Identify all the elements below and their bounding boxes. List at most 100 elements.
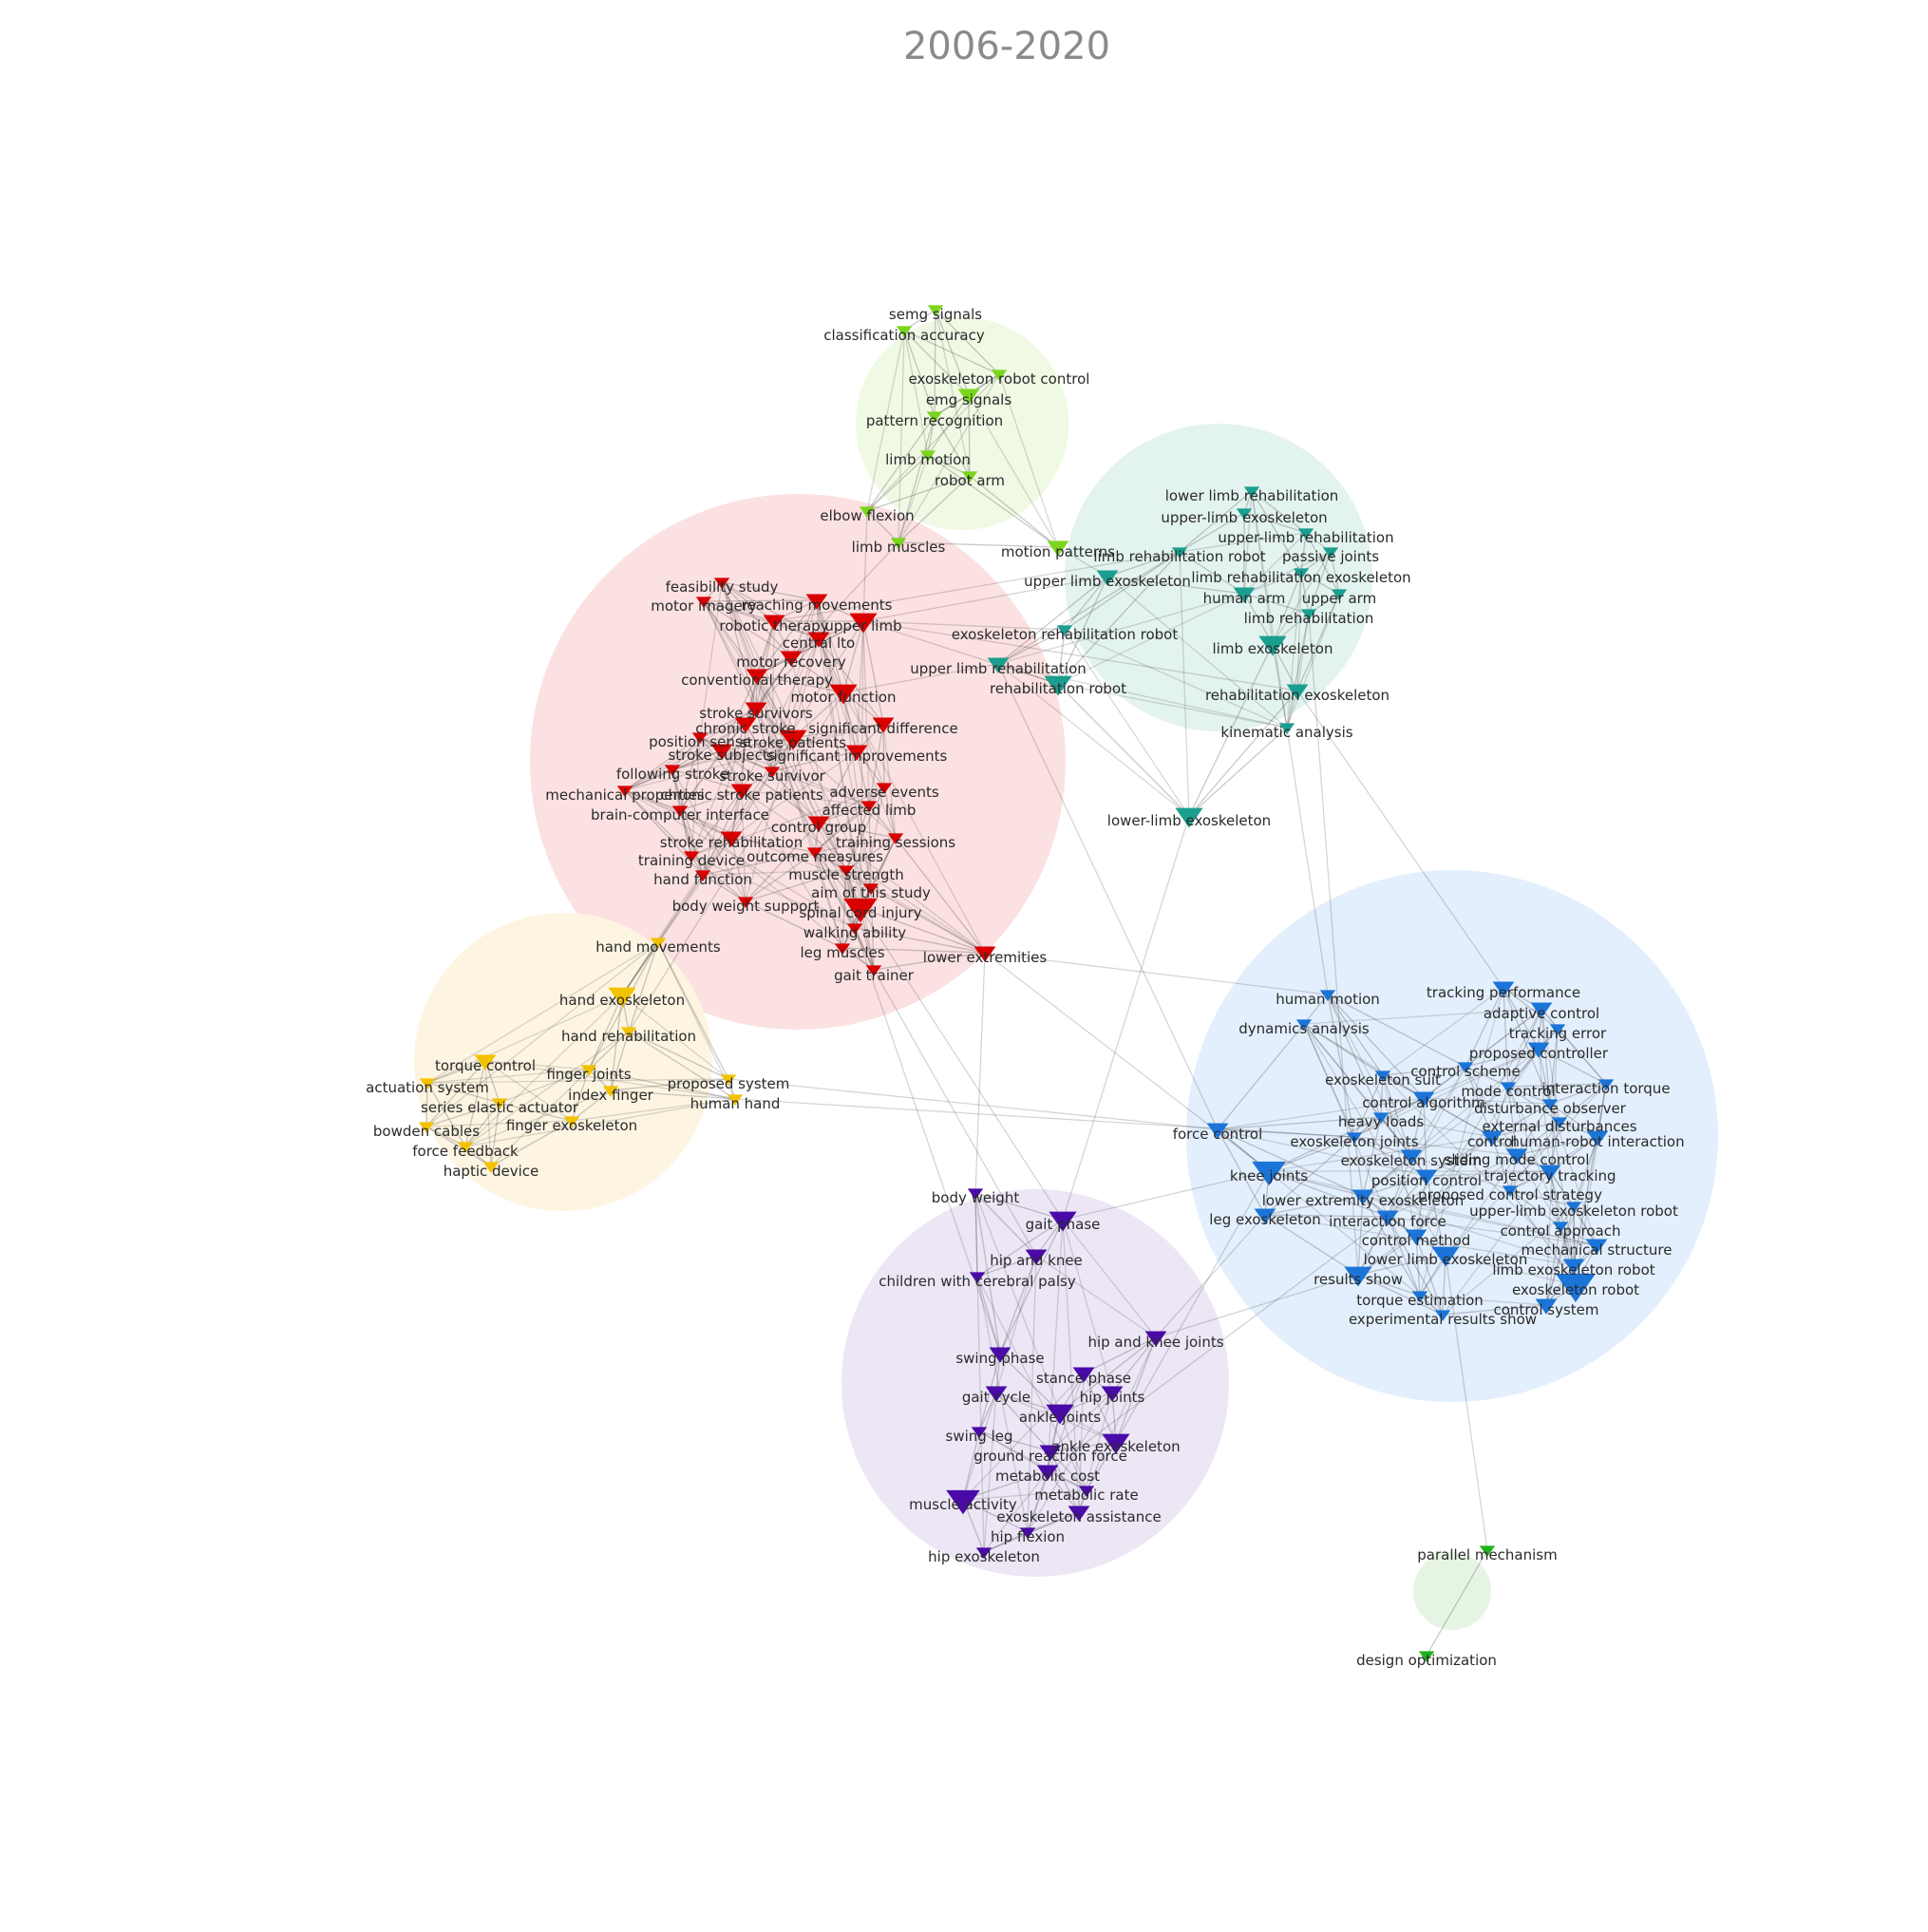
node-marker-exoskeleton-suit[interactable]: [1374, 1070, 1391, 1083]
node-marker-significant-difference[interactable]: [872, 717, 895, 733]
node-marker-control-approach[interactable]: [1552, 1222, 1569, 1234]
node-marker-torque-control[interactable]: [474, 1054, 497, 1070]
node-marker-outcome-measures[interactable]: [806, 847, 823, 860]
node-marker-human-motion[interactable]: [1319, 990, 1336, 1002]
node-marker-series-elastic-actuator[interactable]: [491, 1098, 508, 1110]
node-marker-motor-imagery[interactable]: [695, 597, 712, 609]
node-marker-affected-limb[interactable]: [860, 801, 878, 813]
node-marker-hand-rehabilitation[interactable]: [620, 1027, 637, 1039]
node-marker-proposed-system[interactable]: [720, 1074, 737, 1087]
node-marker-human-robot-interaction[interactable]: [1586, 1130, 1609, 1146]
node-marker-conventional-therapy[interactable]: [746, 669, 768, 685]
node-marker-position-control[interactable]: [1415, 1169, 1438, 1185]
node-marker-exoskeleton-joints[interactable]: [1346, 1132, 1363, 1145]
node-marker-position-sense[interactable]: [691, 732, 709, 745]
node-marker-limb-motion[interactable]: [919, 450, 936, 463]
node-marker-proposed-control-strategy[interactable]: [1502, 1185, 1519, 1198]
node-marker-brain-computer-interface[interactable]: [671, 805, 689, 818]
node-marker-central-lto[interactable]: [807, 632, 830, 648]
node-marker-interaction-force[interactable]: [1376, 1210, 1399, 1226]
node-marker-hip-exoskeleton[interactable]: [975, 1547, 992, 1560]
node-marker-limb-rehabilitation-robot[interactable]: [1171, 547, 1188, 559]
node-marker-hand-function[interactable]: [694, 870, 711, 882]
node-marker-muscle-activity[interactable]: [946, 1489, 980, 1515]
node-marker-stroke-rehabilitation[interactable]: [720, 831, 743, 847]
node-marker-exoskeleton-robot[interactable]: [1556, 1274, 1596, 1302]
node-marker-torque-estimation[interactable]: [1411, 1291, 1428, 1303]
node-marker-significant-improvements[interactable]: [845, 745, 868, 761]
node-marker-stroke-patients[interactable]: [779, 729, 807, 750]
node-marker-pattern-recognition[interactable]: [926, 411, 943, 424]
node-marker-interaction-torque[interactable]: [1597, 1079, 1615, 1091]
node-marker-rehabilitation-exoskeleton[interactable]: [1286, 684, 1309, 700]
node-marker-muscle-strength[interactable]: [838, 865, 855, 878]
node-marker-proposed-controller[interactable]: [1527, 1042, 1550, 1058]
node-marker-gait-trainer[interactable]: [865, 965, 882, 977]
node-marker-upper-arm[interactable]: [1331, 589, 1348, 601]
node-marker-ankle-joints[interactable]: [1046, 1404, 1074, 1425]
node-marker-upper-limb-rehabilitation[interactable]: [987, 657, 1010, 673]
node-marker-chronic-stroke-patients[interactable]: [730, 784, 753, 800]
node-marker-control-algorithm[interactable]: [1412, 1091, 1435, 1108]
node-marker-force-feedback[interactable]: [457, 1142, 474, 1154]
node-marker-classification-accuracy[interactable]: [896, 326, 913, 338]
node-marker-reaching-movements[interactable]: [805, 594, 828, 610]
node-marker-adverse-events[interactable]: [876, 783, 893, 795]
node-marker-spinal-cord-injury[interactable]: [843, 898, 878, 923]
node-marker-stroke-survivors[interactable]: [745, 702, 767, 718]
node-marker-mechanical-structure[interactable]: [1585, 1239, 1608, 1255]
node-marker-control-system[interactable]: [1535, 1298, 1558, 1315]
node-marker-ankle-exoskeleton[interactable]: [1102, 1433, 1130, 1454]
node-marker-lower-limb-rehabilitation[interactable]: [1243, 486, 1260, 499]
node-marker-upper-limb-exoskeleton[interactable]: [1096, 570, 1119, 586]
node-marker-finger-joints[interactable]: [580, 1065, 597, 1077]
node-marker-force-control[interactable]: [1206, 1123, 1229, 1139]
node-marker-exoskeleton-rehabilitation-robot[interactable]: [1056, 625, 1073, 637]
node-marker-stroke-subjects[interactable]: [710, 744, 733, 760]
node-marker-experimental-results-show[interactable]: [1434, 1310, 1451, 1322]
node-marker-dynamics-analysis[interactable]: [1295, 1019, 1313, 1032]
node-marker-control-group[interactable]: [807, 816, 830, 832]
node-marker-gait-cycle[interactable]: [985, 1386, 1008, 1402]
node-marker-swing-phase[interactable]: [989, 1347, 1011, 1363]
node-marker-gait-phase[interactable]: [1049, 1211, 1077, 1232]
node-marker-children-with-cerebral-palsy[interactable]: [969, 1272, 986, 1284]
node-marker-external-disturbances[interactable]: [1551, 1117, 1568, 1129]
node-marker-hand-exoskeleton[interactable]: [608, 987, 636, 1008]
node-marker-leg-exoskeleton[interactable]: [1254, 1208, 1276, 1224]
node-marker-trajectory-tracking[interactable]: [1539, 1165, 1561, 1181]
node-marker-index-finger[interactable]: [602, 1086, 619, 1098]
node-marker-tracking-performance[interactable]: [1492, 981, 1515, 997]
node-marker-robot-arm[interactable]: [961, 471, 978, 483]
node-marker-semg-signals[interactable]: [927, 305, 944, 317]
node-marker-hip-and-knee-joints[interactable]: [1144, 1331, 1167, 1347]
node-marker-rehabilitation-robot[interactable]: [1044, 675, 1072, 696]
node-marker-upper-limb-exoskeleton[interactable]: [1236, 508, 1253, 521]
node-marker-stroke-survivor[interactable]: [764, 767, 781, 779]
node-marker-design-optimization[interactable]: [1418, 1651, 1435, 1663]
node-marker-finger-exoskeleton[interactable]: [563, 1116, 580, 1128]
node-marker-metabolic-rate[interactable]: [1078, 1486, 1095, 1498]
node-marker-swing-leg[interactable]: [971, 1427, 988, 1439]
node-marker-knee-joints[interactable]: [1252, 1161, 1286, 1186]
node-marker-ground-reaction-force[interactable]: [1039, 1445, 1062, 1461]
node-marker-following-stroke[interactable]: [664, 765, 681, 777]
node-marker-lower-limb-exoskeleton[interactable]: [1431, 1246, 1460, 1267]
node-marker-exoskeleton-system[interactable]: [1400, 1149, 1423, 1165]
node-marker-limb-muscles[interactable]: [890, 538, 907, 550]
node-marker-sliding-mode-control[interactable]: [1505, 1148, 1528, 1165]
node-marker-hip-flexion[interactable]: [1019, 1527, 1036, 1540]
node-marker-disturbance-observer[interactable]: [1541, 1099, 1559, 1111]
node-marker-haptic-device[interactable]: [482, 1162, 500, 1174]
node-marker-exoskeleton-robot-control[interactable]: [991, 369, 1008, 382]
node-marker-upper-limb-exoskeleton-robot[interactable]: [1565, 1202, 1582, 1214]
node-marker-training-sessions[interactable]: [887, 833, 904, 845]
node-marker-control[interactable]: [1481, 1130, 1503, 1146]
node-marker-human-arm[interactable]: [1233, 587, 1256, 603]
node-marker-leg-muscles[interactable]: [834, 943, 851, 956]
node-marker-motion-patterns[interactable]: [1047, 540, 1069, 557]
node-marker-kinematic-analysis[interactable]: [1278, 723, 1295, 735]
node-marker-feasibility-study[interactable]: [713, 578, 730, 590]
node-marker-hand-movements[interactable]: [650, 938, 667, 950]
node-marker-limb-rehabilitation-exoskeleton[interactable]: [1293, 568, 1310, 580]
